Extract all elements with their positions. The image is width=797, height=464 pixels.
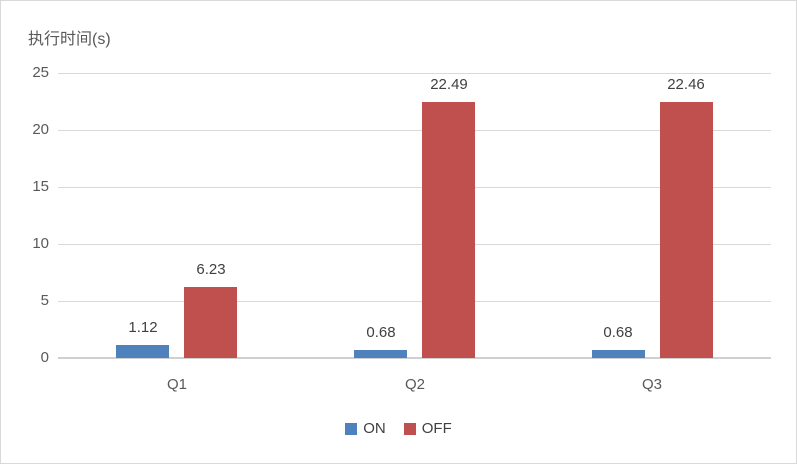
gridline bbox=[58, 244, 771, 245]
bar-off-q3 bbox=[660, 102, 713, 358]
legend: ON OFF bbox=[1, 420, 796, 437]
y-axis-tick-label: 25 bbox=[32, 64, 49, 81]
legend-item-on: ON bbox=[345, 420, 386, 437]
data-label: 6.23 bbox=[196, 261, 226, 278]
gridline bbox=[58, 301, 771, 302]
legend-label: ON bbox=[363, 420, 386, 437]
data-label: 1.12 bbox=[128, 319, 158, 336]
y-axis-tick-label: 0 bbox=[40, 349, 49, 366]
x-axis-tick-label: Q2 bbox=[404, 376, 425, 393]
legend-swatch-icon bbox=[403, 422, 416, 435]
gridline bbox=[58, 130, 771, 131]
bar-off-q2 bbox=[422, 102, 475, 358]
legend-swatch-icon bbox=[345, 422, 358, 435]
plot-area: 1.12 6.23 0.68 22.49 0.68 22.46 bbox=[58, 73, 771, 359]
y-axis-tick-label: 20 bbox=[32, 121, 49, 138]
y-axis-tick-label: 10 bbox=[32, 235, 49, 252]
bar-on-q2 bbox=[354, 350, 407, 358]
legend-item-off: OFF bbox=[403, 420, 452, 437]
y-axis-tick-label: 5 bbox=[40, 292, 49, 309]
data-label: 0.68 bbox=[366, 324, 396, 341]
chart-axis-title: 执行时间(s) bbox=[28, 31, 111, 48]
data-label: 0.68 bbox=[603, 324, 633, 341]
x-axis-tick-label: Q1 bbox=[166, 376, 187, 393]
bar-on-q1 bbox=[116, 345, 169, 358]
x-axis-tick-label: Q3 bbox=[641, 376, 662, 393]
y-axis-tick-label: 15 bbox=[32, 178, 49, 195]
bar-on-q3 bbox=[592, 350, 645, 358]
bar-off-q1 bbox=[184, 287, 237, 358]
data-label: 22.49 bbox=[430, 76, 468, 93]
gridline bbox=[58, 73, 771, 74]
legend-label: OFF bbox=[421, 420, 452, 437]
gridline bbox=[58, 187, 771, 188]
data-label: 22.46 bbox=[667, 76, 705, 93]
x-axis-line bbox=[58, 357, 771, 359]
